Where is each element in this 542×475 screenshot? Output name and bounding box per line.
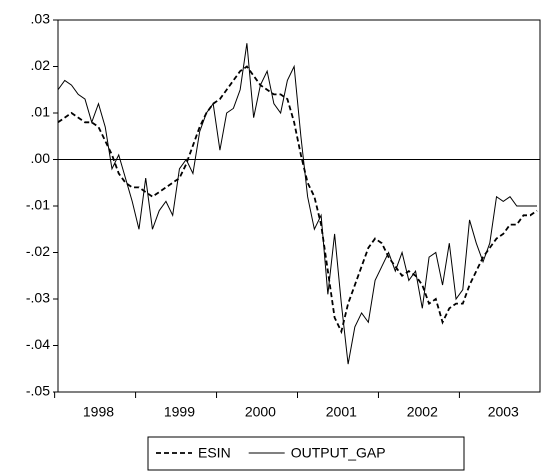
x-tick-label: 1999 xyxy=(164,404,195,420)
x-tick-label: 2000 xyxy=(245,404,276,420)
x-tick-label: 2003 xyxy=(488,404,519,420)
y-tick-label: .03 xyxy=(31,11,51,27)
legend-label: OUTPUT_GAP xyxy=(291,445,386,461)
legend-box xyxy=(147,436,465,471)
y-tick-label: .02 xyxy=(31,57,51,73)
y-tick-label: .00 xyxy=(31,150,51,166)
y-tick-label: -.04 xyxy=(26,336,50,352)
legend-label: ESIN xyxy=(198,445,231,461)
series-line xyxy=(57,43,537,365)
x-tick-label: 2001 xyxy=(326,404,357,420)
plot-frame xyxy=(57,19,541,393)
series-line xyxy=(57,65,538,335)
x-tick-label: 2002 xyxy=(407,404,438,420)
x-tick-label: 1998 xyxy=(83,404,114,420)
y-tick-label: .01 xyxy=(31,104,51,120)
y-tick-label: -.02 xyxy=(26,243,50,259)
y-tick-label: -.05 xyxy=(26,383,50,399)
y-tick-label: -.03 xyxy=(26,290,50,306)
y-tick-label: -.01 xyxy=(26,197,50,213)
